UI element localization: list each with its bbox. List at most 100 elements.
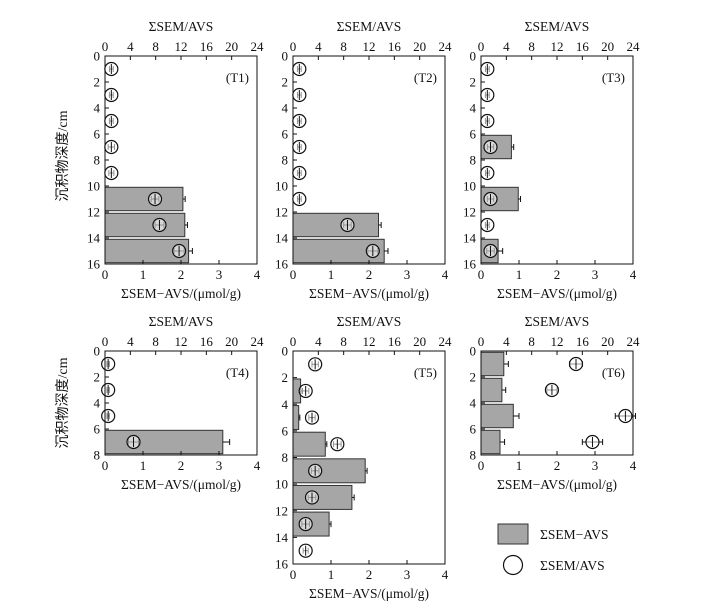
panel-t3: 0 1 2 3 40 4 8 12 16 20 240246810121416ΣSEM−AVS/(μ…	[463, 19, 640, 301]
x-bottom-tick-label: 3	[404, 267, 411, 282]
x-bottom-tick-label: 1	[140, 267, 147, 282]
x-top-tick-label: 12	[551, 334, 564, 349]
y-tick-label: 2	[470, 75, 477, 90]
legend-bar-swatch	[497, 523, 529, 545]
y-tick-label: 0	[94, 344, 101, 359]
y-tick-label: 4	[282, 397, 289, 412]
bar	[480, 377, 503, 403]
x-top-tick-label: 16	[200, 334, 214, 349]
y-tick-label: 4	[470, 101, 477, 116]
y-tick-label: 14	[463, 231, 477, 246]
x-top-tick-label: 4	[315, 334, 322, 349]
legend-bar-label: ΣSEM−AVS	[540, 527, 609, 542]
y-tick-label: 12	[275, 503, 288, 518]
panels: 0 1 2 3 40 4 8 12 16 20 240246810121416ΣSEM−AVS/(μ…	[55, 19, 640, 601]
x-top-tick-label: 4	[315, 39, 322, 54]
y-tick-label: 4	[94, 396, 101, 411]
y-tick-label: 6	[94, 127, 101, 142]
bar	[104, 429, 224, 455]
panel-label: (T4)	[226, 365, 249, 380]
x-top-tick-label: 12	[175, 334, 188, 349]
x-top-tick-label: 16	[576, 39, 590, 54]
x-bottom-axis-label: ΣSEM−AVS/(μmol/g)	[309, 586, 429, 601]
y-tick-label: 14	[87, 231, 101, 246]
x-top-tick-label: 8	[528, 334, 535, 349]
x-top-tick-label: 20	[413, 334, 426, 349]
y-tick-label: 16	[275, 257, 289, 272]
y-tick-label: 12	[87, 205, 100, 220]
x-bottom-axis-label: ΣSEM−AVS/(μmol/g)	[121, 286, 241, 301]
y-tick-label: 12	[463, 205, 476, 220]
y-tick-label: 8	[282, 450, 289, 465]
x-bottom-tick-label: 4	[442, 267, 449, 282]
legend-marker-swatch	[502, 554, 524, 576]
x-top-tick-label: 12	[363, 334, 376, 349]
x-top-tick-label: 24	[251, 39, 265, 54]
x-top-tick-label: 24	[439, 39, 453, 54]
x-bottom-tick-label: 4	[630, 458, 637, 473]
panel-t4: 0 1 2 3 40 4 8 12 16 20 2402468ΣSEM−AVS/(μmol/g)ΣS…	[55, 314, 264, 492]
x-bottom-tick-label: 2	[178, 267, 185, 282]
bar	[480, 429, 501, 455]
x-top-tick-label: 0	[290, 39, 297, 54]
x-top-tick-label: 8	[340, 39, 347, 54]
bar	[104, 186, 184, 212]
panel-label: (T3)	[602, 70, 625, 85]
y-tick-label: 8	[282, 153, 289, 168]
y-tick-label: 2	[282, 370, 289, 385]
y-tick-label: 14	[275, 530, 289, 545]
x-bottom-tick-label: 2	[554, 458, 561, 473]
bar	[292, 212, 379, 238]
x-bottom-tick-label: 2	[178, 458, 185, 473]
bar	[292, 405, 300, 431]
x-top-tick-label: 16	[200, 39, 214, 54]
y-tick-label: 8	[94, 153, 101, 168]
y-tick-label: 16	[463, 257, 477, 272]
x-top-tick-label: 20	[413, 39, 426, 54]
x-top-axis-label: ΣSEM/AVS	[525, 19, 590, 34]
x-bottom-tick-label: 4	[254, 458, 261, 473]
x-top-tick-label: 16	[576, 334, 590, 349]
x-top-tick-label: 4	[127, 39, 134, 54]
x-top-tick-label: 0	[102, 39, 109, 54]
panel-label: (T6)	[602, 365, 625, 380]
y-tick-label: 6	[282, 127, 289, 142]
x-bottom-tick-label: 2	[366, 567, 373, 582]
x-bottom-tick-label: 2	[554, 267, 561, 282]
y-tick-label: 6	[470, 422, 477, 437]
panel-label: (T2)	[414, 70, 437, 85]
y-tick-label: 4	[94, 101, 101, 116]
x-bottom-tick-label: 4	[630, 267, 637, 282]
y-tick-label: 0	[470, 344, 477, 359]
x-top-tick-label: 0	[290, 334, 297, 349]
y-tick-label: 2	[470, 370, 477, 385]
x-top-axis-label: ΣSEM/AVS	[149, 19, 214, 34]
bar	[292, 484, 353, 510]
x-bottom-tick-label: 0	[478, 458, 485, 473]
y-tick-label: 10	[463, 179, 476, 194]
y-tick-label: 0	[282, 344, 289, 359]
x-top-tick-label: 24	[439, 334, 453, 349]
x-top-tick-label: 16	[388, 39, 402, 54]
x-top-tick-label: 24	[251, 334, 265, 349]
x-top-tick-label: 4	[127, 334, 134, 349]
x-top-tick-label: 0	[478, 39, 485, 54]
x-top-tick-label: 12	[175, 39, 188, 54]
x-bottom-axis-label: ΣSEM−AVS/(μmol/g)	[497, 286, 617, 301]
x-bottom-tick-label: 4	[254, 267, 261, 282]
x-top-tick-label: 4	[503, 39, 510, 54]
x-top-tick-label: 8	[152, 334, 159, 349]
panel-label: (T1)	[226, 70, 249, 85]
y-tick-label: 4	[470, 396, 477, 411]
panel-t1: 0 1 2 3 40 4 8 12 16 20 240246810121416ΣSEM−AVS/(μ…	[55, 19, 264, 301]
x-bottom-axis-label: ΣSEM−AVS/(μmol/g)	[121, 477, 241, 492]
x-top-tick-label: 4	[503, 334, 510, 349]
y-tick-label: 10	[275, 477, 288, 492]
x-bottom-tick-label: 0	[290, 567, 297, 582]
x-top-tick-label: 8	[152, 39, 159, 54]
bar	[104, 212, 186, 238]
y-tick-label: 10	[275, 179, 288, 194]
y-tick-label: 2	[94, 370, 101, 385]
y-axis-label: 沉积物深度/cm	[55, 357, 71, 448]
bar	[480, 403, 514, 429]
